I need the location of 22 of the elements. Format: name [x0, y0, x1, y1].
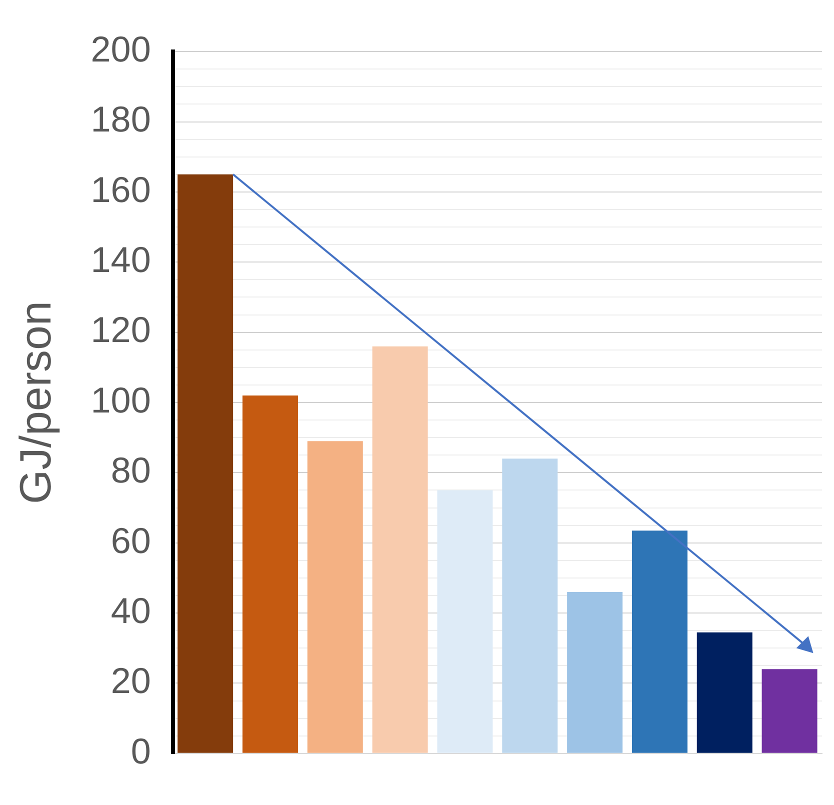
- y-tick-label: 80: [110, 450, 151, 491]
- bar: [372, 346, 428, 753]
- y-tick-label: 160: [90, 168, 151, 210]
- bar: [437, 490, 493, 753]
- y-tick-label: 140: [90, 239, 151, 280]
- bar: [762, 669, 818, 753]
- y-tick-label: 0: [130, 730, 151, 772]
- bar: [696, 632, 752, 753]
- y-tick-label: 20: [110, 660, 151, 702]
- y-tick-label: 120: [90, 309, 151, 350]
- bar: [307, 441, 363, 753]
- y-tick-label: 100: [90, 379, 151, 420]
- bar: [632, 530, 688, 753]
- bar: [242, 395, 298, 753]
- y-tick-label: 200: [90, 28, 151, 70]
- bar: [502, 458, 558, 753]
- bar: [567, 592, 623, 753]
- bar: [178, 174, 234, 753]
- y-tick-label: 60: [110, 520, 151, 561]
- y-tick-label: 40: [110, 590, 151, 631]
- y-axis-title: GJ/person: [12, 301, 61, 504]
- y-tick-label: 180: [90, 98, 151, 140]
